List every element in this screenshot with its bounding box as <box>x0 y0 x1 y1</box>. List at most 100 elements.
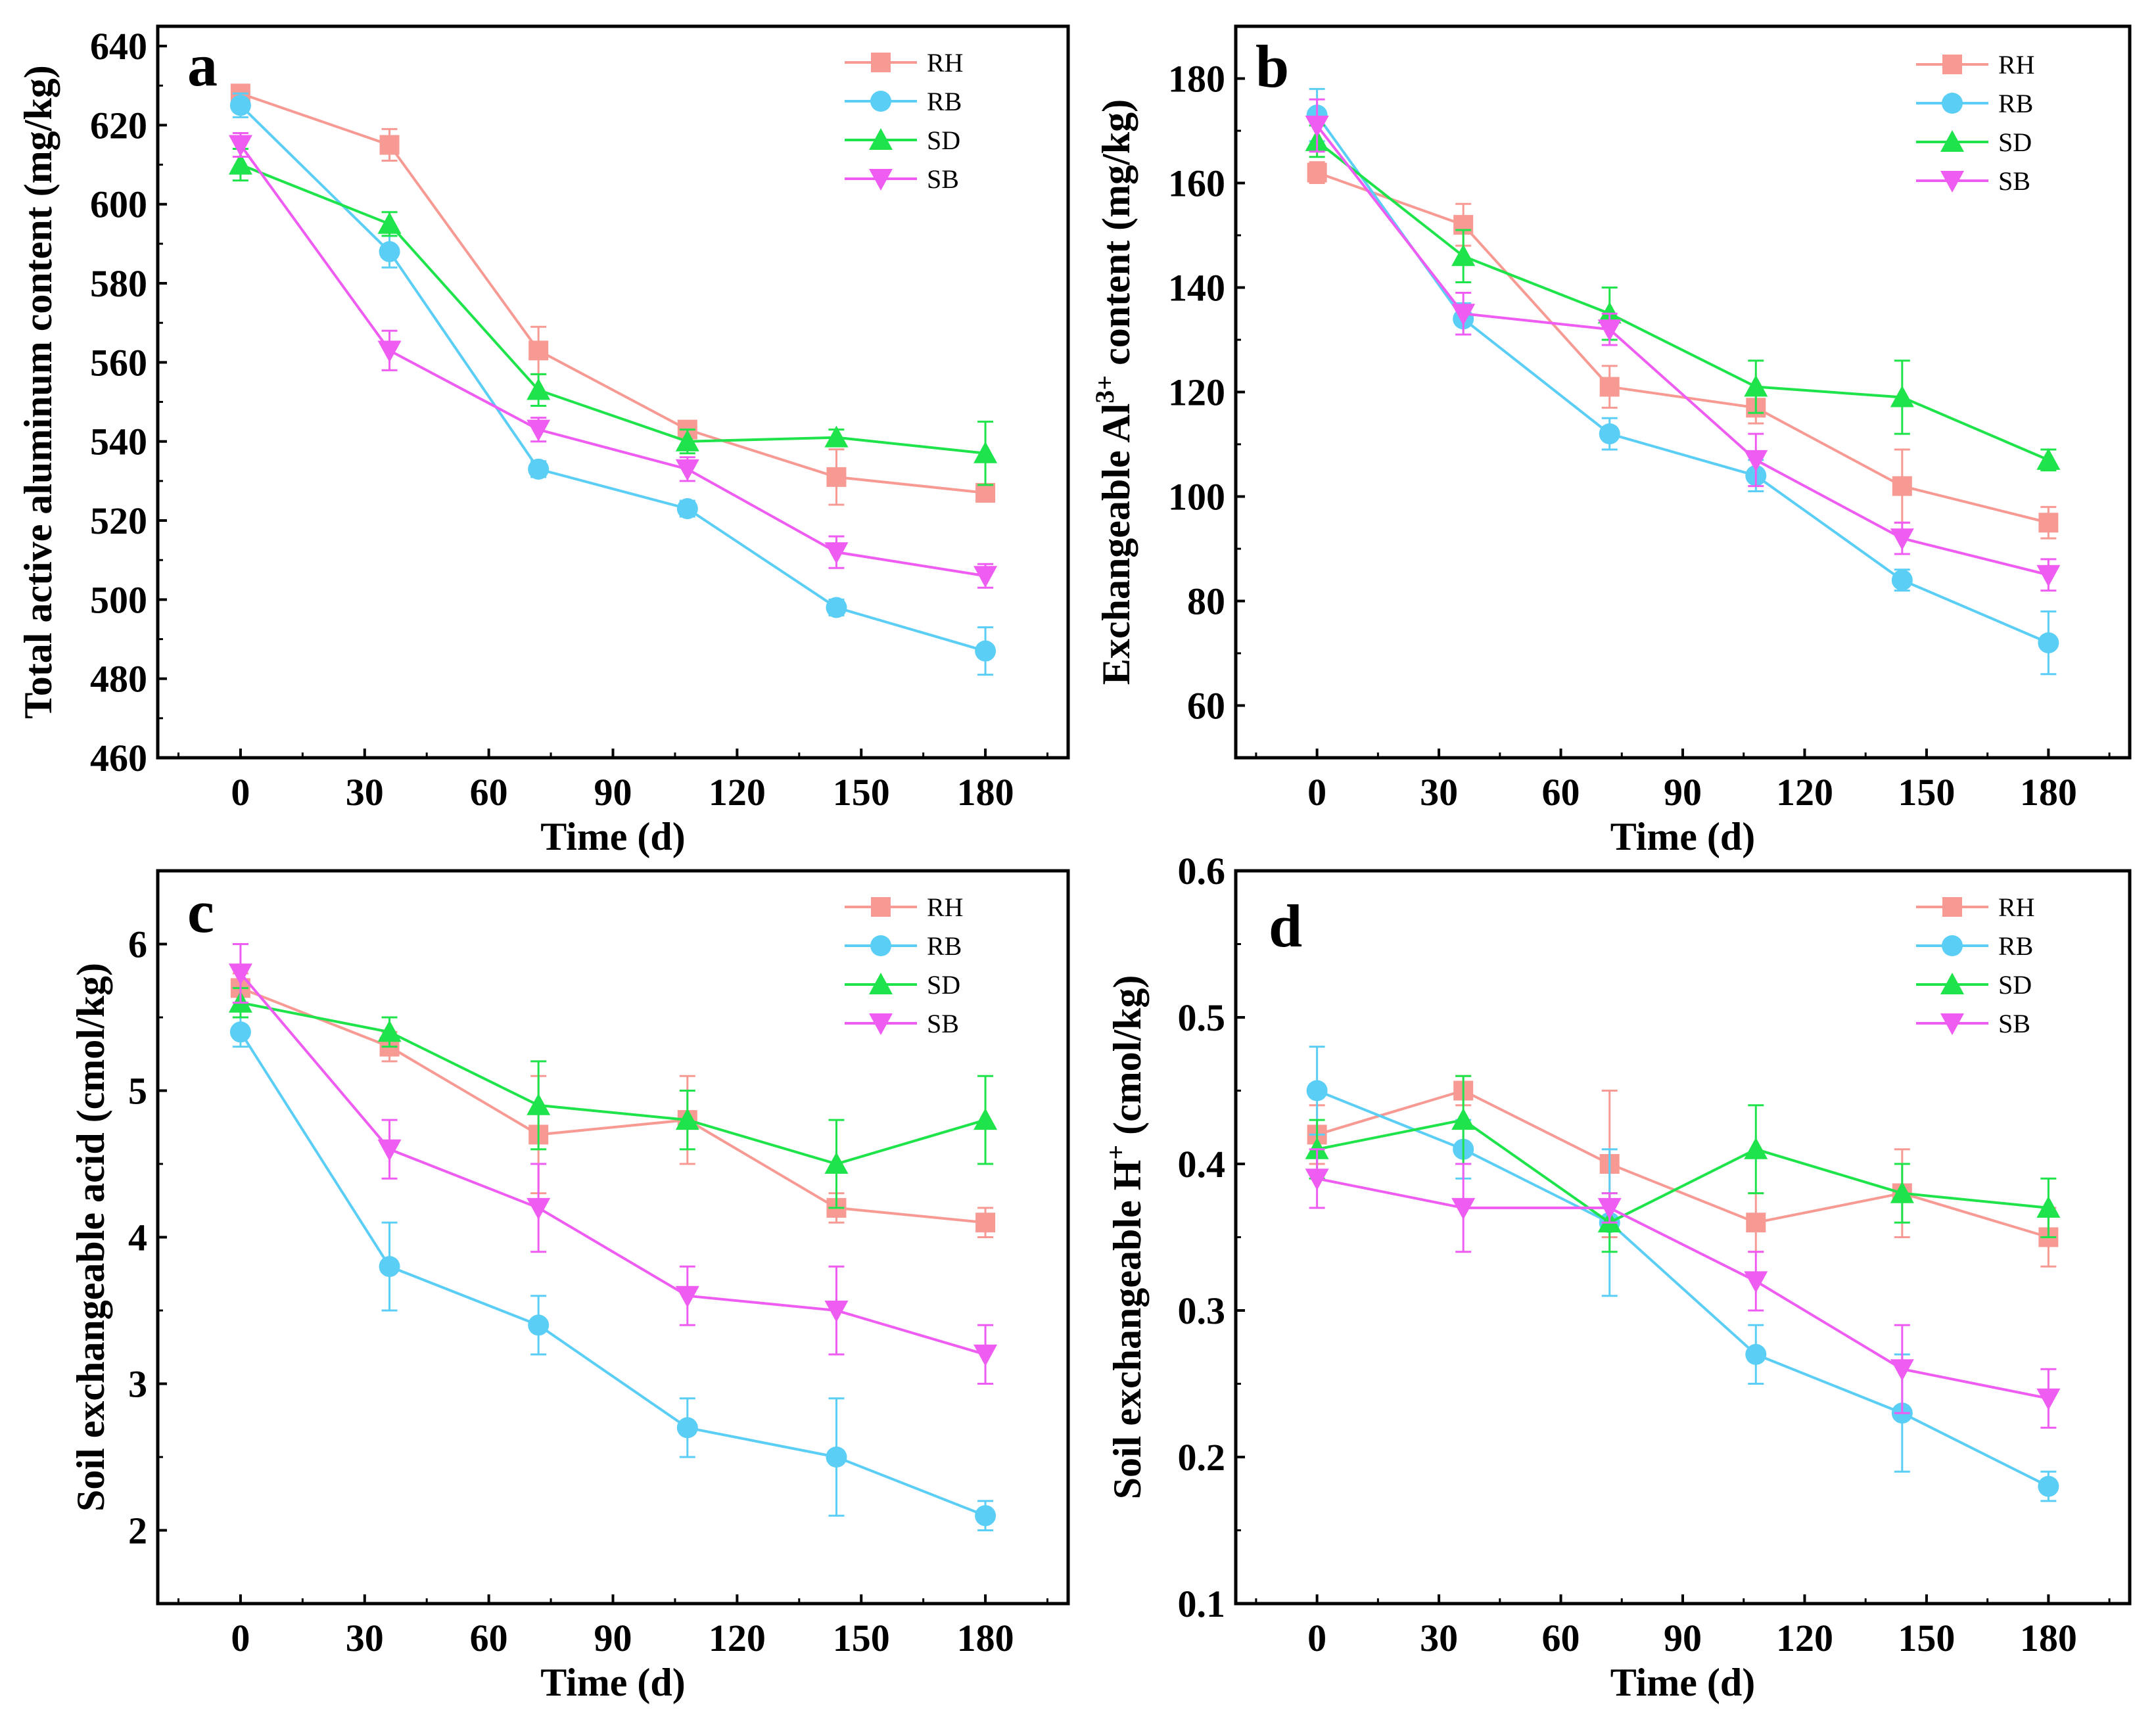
legend-label: RH <box>927 48 964 78</box>
legend-marker <box>1942 897 1962 917</box>
data-point <box>973 441 998 463</box>
data-point <box>2036 565 2061 587</box>
series-RB <box>229 92 996 676</box>
chart-panel-b: 0 30 60 90 120 150 180 60 80 100 120 140 160 180 Time … <box>1090 24 2132 858</box>
series-line <box>239 1031 986 1517</box>
x-tick-label: 150 <box>833 1617 890 1659</box>
legend-label: SD <box>1998 970 2032 1000</box>
data-point <box>973 1108 998 1130</box>
data-point <box>1305 1169 1329 1191</box>
x-tick-label: 60 <box>1542 771 1580 814</box>
series-line <box>1316 1089 2050 1488</box>
x-tick-label: 90 <box>1664 1617 1702 1659</box>
data-point <box>1745 1343 1767 1365</box>
y-tick-label: 520 <box>90 499 147 542</box>
legend-label: RH <box>1998 50 2035 80</box>
data-point <box>675 1108 699 1130</box>
data-point <box>228 135 252 157</box>
x-axis-title: Time (d) <box>540 1661 686 1704</box>
data-point <box>675 459 699 481</box>
data-point <box>973 1344 998 1366</box>
legend-marker <box>1942 55 1962 74</box>
series-line <box>1316 124 2049 576</box>
x-tick-label: 120 <box>709 1617 766 1659</box>
data-point <box>824 542 849 565</box>
data-point <box>824 1152 849 1174</box>
data-point <box>1305 116 1329 138</box>
x-tick-label: 180 <box>2020 1617 2077 1659</box>
x-tick-label: 180 <box>2020 771 2077 814</box>
y-axis-title: Soil exchangeable H+ (cmol/kg) <box>1101 975 1149 1500</box>
y-tick-label: 180 <box>1168 58 1225 101</box>
x-tick-label: 150 <box>1898 1617 1955 1659</box>
legend: RH RB SD SB <box>845 892 964 1038</box>
y-tick-label: 0.5 <box>1178 996 1226 1039</box>
y-tick-label: 140 <box>1168 267 1225 310</box>
panel-letter: d <box>1269 892 1302 960</box>
legend: RH RB SD SB <box>1916 892 2035 1038</box>
data-point <box>2038 632 2059 654</box>
data-point <box>676 1417 698 1439</box>
legend-marker <box>870 935 891 956</box>
y-tick-label: 540 <box>90 421 147 463</box>
y-tick-label: 500 <box>90 578 147 621</box>
legend-label: SD <box>1998 127 2032 157</box>
data-point <box>379 1256 400 1278</box>
x-tick-label: 30 <box>346 1617 384 1659</box>
legend-label: SB <box>927 164 959 194</box>
data-point <box>1599 377 1620 397</box>
x-tick-label: 90 <box>594 1617 632 1659</box>
data-point <box>528 458 550 480</box>
legend-marker <box>1942 93 1963 114</box>
plot-frame <box>1234 24 2132 760</box>
data-point <box>1892 476 1912 496</box>
series-SB <box>228 131 998 589</box>
legend: RH RB SD SB <box>1916 50 2035 196</box>
panel-letter: b <box>1255 33 1289 100</box>
series-RH <box>1307 1075 2059 1268</box>
plot-frame <box>1234 869 2132 1606</box>
data-point <box>975 640 996 662</box>
data-point <box>2038 513 2059 533</box>
y-tick-label: 3 <box>128 1363 147 1406</box>
series-line <box>1316 171 2049 524</box>
series-line <box>240 1001 986 1166</box>
data-point <box>527 419 551 442</box>
series-RB <box>229 1016 996 1531</box>
legend-marker <box>869 1013 893 1035</box>
series-SB <box>1305 98 2061 592</box>
data-point <box>826 1447 847 1468</box>
data-point <box>675 1286 699 1308</box>
x-tick-label: 120 <box>1776 1617 1833 1659</box>
legend-marker <box>1940 130 1964 152</box>
panel-letter: a <box>187 32 218 99</box>
data-point <box>824 1301 849 1322</box>
y-tick-label: 0.4 <box>1178 1143 1226 1186</box>
data-point <box>973 566 998 588</box>
data-point <box>1451 1108 1476 1130</box>
data-point <box>228 152 252 175</box>
legend-marker <box>869 973 893 994</box>
data-point <box>1599 423 1620 445</box>
data-point <box>676 498 698 519</box>
data-point <box>528 1314 550 1336</box>
chart-panel-d: 0 30 60 90 120 150 180 0.1 0.2 0.3 0.4 0.5 0.6 Time (… <box>1101 850 2132 1704</box>
x-tick-label: 0 <box>1307 771 1326 814</box>
x-tick-label: 60 <box>470 771 508 814</box>
legend-label: SD <box>927 970 960 1000</box>
data-point <box>379 135 400 155</box>
x-tick-label: 150 <box>1898 771 1955 814</box>
y-axis-title: Soil exchangeable acid (cmol/kg) <box>69 963 112 1512</box>
data-point <box>228 963 252 986</box>
x-tick-label: 30 <box>346 771 384 814</box>
legend-marker <box>1940 171 1964 193</box>
data-point <box>1597 319 1622 342</box>
legend-label: RB <box>927 931 962 961</box>
y-tick-label: 2 <box>128 1510 147 1552</box>
data-point <box>1451 1197 1476 1220</box>
data-point <box>1744 375 1768 397</box>
y-tick-label: 460 <box>90 737 147 779</box>
data-point <box>377 1139 402 1161</box>
y-tick-label: 4 <box>128 1216 147 1259</box>
y-tick-label: 160 <box>1168 162 1225 205</box>
